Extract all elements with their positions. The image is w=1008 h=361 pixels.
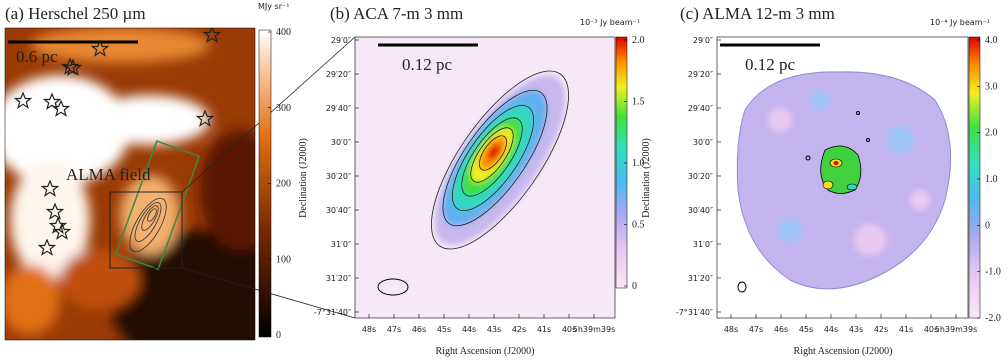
y-axis-label: Declination (J2000)	[641, 138, 652, 218]
x-tick-label: 46s	[774, 325, 788, 334]
colorbar-unit: 10⁻⁴ Jy beam⁻¹	[930, 18, 990, 27]
colorbar-tick-label: 0	[632, 281, 637, 292]
x-tick-label: 44s	[824, 325, 838, 334]
y-tick-label: 31′20″	[688, 274, 713, 283]
colorbar-tick-label: 0	[985, 220, 990, 231]
x-tick-label: 40s	[924, 325, 938, 334]
x-axis-label: Right Ascension (J2000)	[794, 346, 893, 357]
colorbar-tick-label: -1.0	[985, 267, 1001, 278]
aca-contours	[377, 43, 569, 296]
colorbar-tick-label: 300	[276, 103, 291, 114]
scale-bar-label: 0.12 pc	[402, 55, 453, 74]
y-tick-label: 30′20″	[688, 172, 713, 181]
y-tick-label: 29′40″	[326, 104, 351, 113]
x-tick-label: 40s	[562, 325, 576, 334]
y-tick-label: 30′0″	[331, 138, 351, 147]
colorbar-tick-label: 3.0	[985, 81, 998, 92]
x-axis-label: Right Ascension (J2000)	[436, 346, 535, 357]
colorbar-tick-label: 400	[276, 27, 291, 38]
y-tick-label: 30′40″	[326, 206, 351, 215]
colorbar-tick-label: 1.5	[632, 97, 645, 108]
y-tick-label: 29′0″	[693, 36, 713, 45]
annotation: ALMA field	[66, 165, 151, 184]
colorbar-unit: MJy sr⁻¹	[258, 2, 289, 11]
colorbar-tick-label: 2.0	[632, 35, 645, 46]
y-tick-label: 29′20″	[326, 70, 351, 79]
x-tick-label: 45s	[799, 325, 813, 334]
colorbar-tick-label: 200	[276, 179, 291, 190]
colorbar	[615, 36, 628, 289]
scale-bar-label: 0.6 pc	[16, 47, 58, 66]
colorbar-tick-label: 4.0	[985, 35, 998, 46]
x-tick-label: 42s	[874, 325, 888, 334]
y-tick-label: 29′0″	[331, 36, 351, 45]
colorbar-tick-label: -2.0	[985, 313, 1001, 324]
y-tick-label: 31′0″	[693, 240, 713, 249]
colorbar-unit: 10⁻³ Jy beam⁻¹	[580, 18, 640, 27]
x-tick-label: 44s	[462, 325, 476, 334]
y-tick-label: 29′20″	[688, 70, 713, 79]
x-tick-label: 46s	[412, 325, 426, 334]
x-tick-label: 48s	[724, 325, 738, 334]
x-tick-label: 41s	[899, 325, 913, 334]
colorbar-tick-label: 0.5	[632, 220, 645, 231]
x-tick-label: 47s	[749, 325, 763, 334]
y-tick-label: 30′0″	[693, 138, 713, 147]
y-tick-label: 30′40″	[688, 206, 713, 215]
alma-contours	[805, 111, 870, 194]
colorbar-tick-label: 1.0	[985, 174, 998, 185]
x-tick-label: 48s	[362, 325, 376, 334]
colorbar-tick-label: 1.0	[632, 158, 645, 169]
colorbar-tick-label: 100	[276, 254, 291, 265]
x-tick-label: 5h39m39s	[573, 325, 615, 334]
panel-title: (b) ACA 7-m 3 mm	[330, 4, 463, 23]
x-tick-label: 41s	[537, 325, 551, 334]
y-tick-label: -7°31′40″	[314, 308, 351, 317]
herschel-image	[5, 28, 255, 340]
y-tick-label: 31′20″	[326, 274, 351, 283]
colorbar-tick-label: 2.0	[985, 128, 998, 139]
y-axis-label: Declination (J2000)	[298, 138, 309, 218]
panel-title: (c) ALMA 12-m 3 mm	[680, 4, 835, 23]
y-tick-label: 31′0″	[331, 240, 351, 249]
x-tick-label: 42s	[512, 325, 526, 334]
y-tick-label: 29′40″	[688, 104, 713, 113]
x-tick-label: 43s	[849, 325, 863, 334]
x-tick-label: 5h39m39s	[935, 325, 977, 334]
x-tick-label: 45s	[437, 325, 451, 334]
scale-bar-label: 0.12 pc	[745, 55, 796, 74]
panel-title: (a) Herschel 250 µm	[5, 4, 146, 23]
x-tick-label: 43s	[487, 325, 501, 334]
alma-noise	[768, 90, 930, 256]
y-tick-label: -7°31′40″	[676, 308, 713, 317]
colorbar-tick-label: 0	[276, 330, 281, 341]
colorbar	[968, 36, 981, 319]
y-tick-label: 30′20″	[326, 172, 351, 181]
x-tick-label: 47s	[387, 325, 401, 334]
